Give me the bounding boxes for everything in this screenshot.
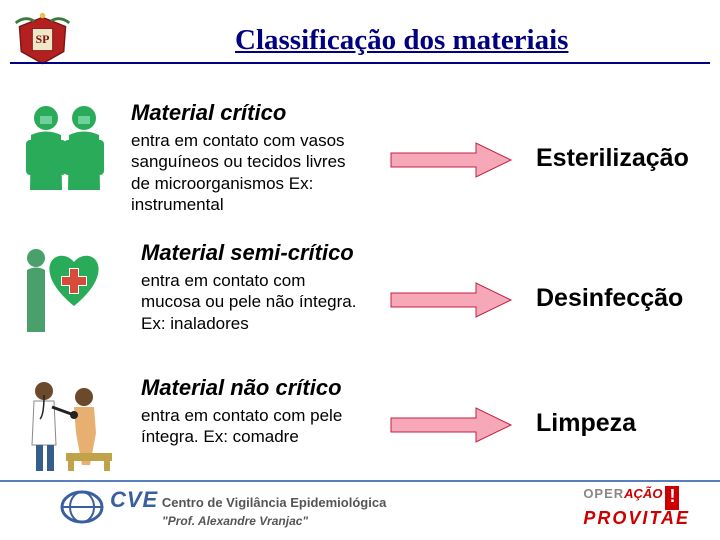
section-text-block: Material não crítico entra em contato co… xyxy=(141,375,361,448)
surgeons-icon xyxy=(16,100,116,200)
footer-divider xyxy=(0,480,720,482)
footer-left-block: CVE Centro de Vigilância Epidemiológica … xyxy=(110,487,386,528)
sp-crest-icon: SP xyxy=(10,10,75,70)
doctor-patient-icon xyxy=(16,375,116,475)
brand-oper: OPER xyxy=(583,486,624,501)
footer-cve: CVE xyxy=(110,487,158,512)
result-label: Esterilização xyxy=(536,144,689,173)
brand-provitae: PROVITAE xyxy=(583,510,690,527)
result-label: Limpeza xyxy=(536,409,636,438)
heart-cross-icon xyxy=(16,240,116,340)
section-text-block: Material semi-crítico entra em contato c… xyxy=(141,240,361,334)
section-heading: Material semi-crítico xyxy=(141,240,361,266)
section-desc: entra em contato com mucosa ou pele não … xyxy=(141,270,361,334)
footer-line2: "Prof. Alexandre Vranjac" xyxy=(162,514,308,528)
section-desc: entra em contato com pele íntegra. Ex: c… xyxy=(141,405,361,448)
section-desc: entra em contato com vasos sanguíneos ou… xyxy=(131,130,351,215)
footer-line1: Centro de Vigilância Epidemiológica xyxy=(162,495,386,510)
svg-text:SP: SP xyxy=(35,32,49,46)
section-heading: Material crítico xyxy=(131,100,351,126)
cve-logo-icon xyxy=(60,489,104,525)
brand-acao: AÇÃO xyxy=(624,486,662,501)
section-heading: Material não crítico xyxy=(141,375,361,401)
arrow-icon xyxy=(386,405,516,445)
footer: CVE Centro de Vigilância Epidemiológica … xyxy=(0,484,720,534)
slide-root: SP Classificação dos materiais xyxy=(0,0,720,540)
slide-title: Classificação dos materiais xyxy=(235,24,568,57)
title-underline xyxy=(10,62,710,64)
exclamation-icon: ! xyxy=(665,486,679,510)
result-label: Desinfecção xyxy=(536,284,683,313)
arrow-icon xyxy=(386,280,516,320)
section-text-block: Material crítico entra em contato com va… xyxy=(131,100,351,215)
arrow-icon xyxy=(386,140,516,180)
footer-brand: OPERAÇÃO! PROVITAE xyxy=(583,486,690,527)
